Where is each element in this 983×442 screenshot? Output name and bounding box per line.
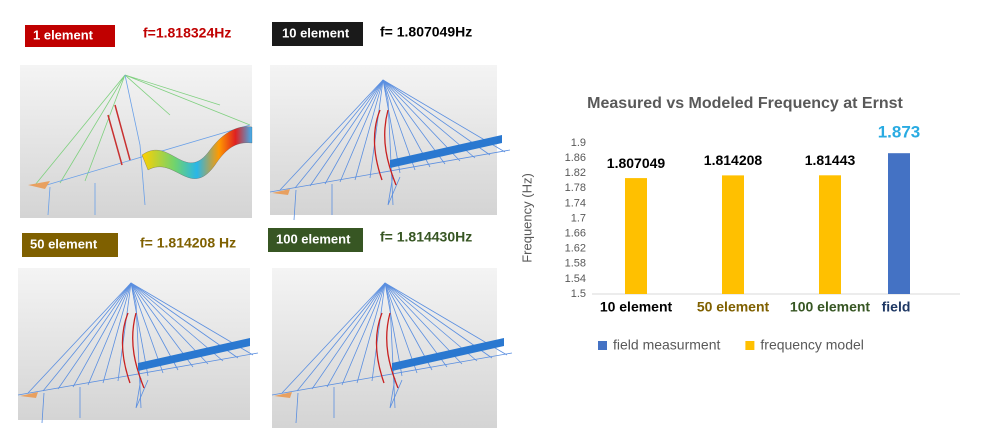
model-image (17, 268, 259, 424)
data-label: 1.81443 (805, 152, 856, 168)
bar (819, 175, 841, 294)
data-label: 1.873 (878, 123, 921, 142)
legend-swatch (745, 341, 755, 350)
y-tick-label: 1.9 (571, 137, 586, 149)
y-tick-label: 1.62 (565, 243, 586, 255)
y-tick-label: 1.5 (571, 288, 586, 300)
y-tick-label: 1.78 (565, 182, 586, 194)
panel-tag (268, 228, 363, 252)
panel-tag (22, 233, 118, 257)
legend-label: frequency model (760, 337, 864, 353)
data-label: 1.814208 (704, 152, 763, 168)
bar (888, 153, 910, 294)
model-image (271, 268, 513, 428)
model-image (20, 65, 253, 218)
chart-title: Measured vs Modeled Frequency at Ernst (587, 95, 903, 112)
panel-label: 50 element (30, 236, 98, 251)
panel-tag (25, 25, 115, 47)
panel-label: 10 element (282, 25, 350, 40)
y-tick-label: 1.74 (565, 197, 586, 209)
x-tick-label: 10 element (600, 299, 673, 315)
x-tick-label: 50 element (697, 299, 770, 315)
y-tick-label: 1.7 (571, 212, 586, 224)
panel-frequency: f= 1.814430Hz (380, 229, 472, 245)
model-image (269, 65, 511, 221)
legend-swatch (598, 341, 607, 350)
bar (722, 175, 744, 294)
panel-label: 100 element (276, 231, 351, 246)
x-tick-label: 100 element (790, 299, 870, 315)
panel-frequency: f= 1.814208 Hz (140, 235, 236, 251)
y-tick-label: 1.58 (565, 258, 586, 270)
y-tick-label: 1.54 (565, 273, 586, 285)
chart: Measured vs Modeled Frequency at Ernst F… (519, 95, 960, 353)
panel-label: 1 element (33, 27, 94, 42)
bar (625, 178, 647, 294)
legend-label: field measurment (613, 337, 720, 353)
y-axis-label: Frequency (Hz) (519, 173, 534, 263)
panel-frequency: f= 1.807049Hz (380, 24, 472, 40)
panel-tag (272, 22, 363, 46)
y-tick-label: 1.66 (565, 228, 586, 240)
x-tick-label: field (882, 299, 911, 315)
data-label: 1.807049 (607, 155, 666, 171)
y-tick-label: 1.86 (565, 152, 586, 164)
y-tick-label: 1.82 (565, 167, 586, 179)
panel-frequency: f=1.818324Hz (143, 25, 231, 41)
